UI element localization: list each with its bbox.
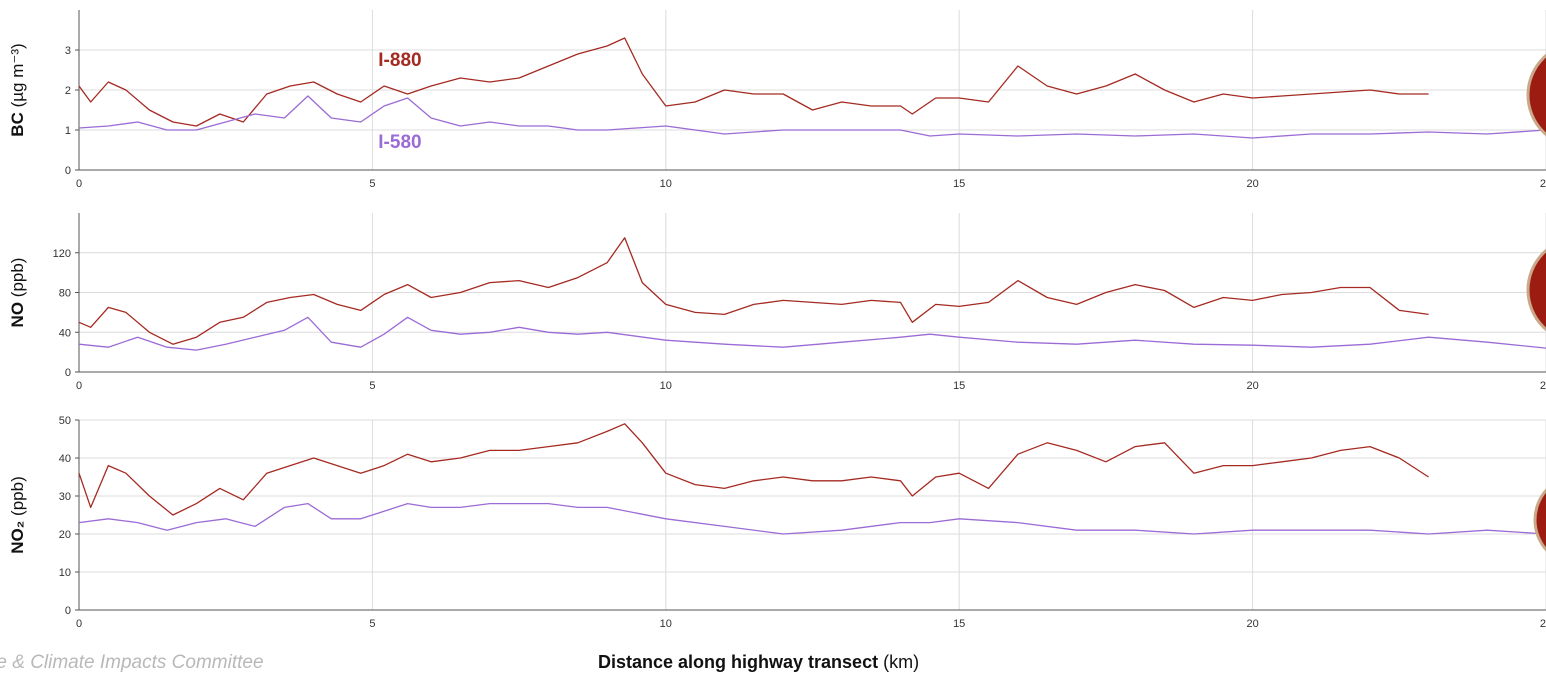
y-tick-label: 10 (59, 567, 71, 579)
y-axis-title: NO (ppb) (8, 258, 27, 328)
series-annotation: I-580 (378, 132, 421, 153)
x-tick-label: 15 (953, 380, 965, 392)
y-axis-title-main: BC (8, 107, 27, 136)
x-tick-label: 25 (1540, 618, 1546, 630)
series-line-i-580 (78, 316, 1546, 351)
x-tick-label: 10 (660, 618, 672, 630)
y-axis-title-unit: (µg m⁻³) (8, 43, 27, 107)
x-tick-label: 20 (1246, 380, 1258, 392)
y-tick-label: 50 (59, 415, 71, 427)
y-axis-title: NO₂ (ppb) (8, 476, 27, 553)
x-tick-label: 15 (953, 618, 965, 630)
series-annotation: I-880 (378, 50, 421, 71)
y-tick-label: 1 (65, 125, 71, 137)
x-axis-title-unit: (km) (883, 652, 920, 672)
x-tick-label: 25 (1540, 178, 1546, 190)
series-line-i-880 (78, 237, 1429, 345)
y-tick-label: 3 (65, 45, 71, 57)
series-line-i-580 (78, 502, 1546, 535)
edge-badge-circle (1526, 248, 1546, 332)
y-tick-label: 20 (59, 529, 71, 541)
x-tick-label: 25 (1540, 380, 1546, 392)
series-line-i-580 (78, 95, 1546, 139)
y-tick-label: 80 (59, 288, 71, 300)
y-tick-label: 30 (59, 491, 71, 503)
y-tick-label: 2 (65, 85, 71, 97)
y-axis-title-main: NO₂ (8, 516, 27, 554)
x-axis-title: Distance along highway transect (km) (598, 652, 919, 673)
x-tick-label: 20 (1246, 618, 1258, 630)
x-axis-title-bold: Distance along highway transect (598, 652, 879, 672)
x-tick-label: 5 (369, 178, 375, 190)
y-axis-title-unit: (ppb) (8, 258, 27, 298)
y-axis-title: BC (µg m⁻³) (8, 43, 27, 136)
panel-1: 0 1 2 3 0 5 10 15 20 25 I-880 I-580 BC (µg m⁻³) (8, 10, 1546, 190)
y-tick-label: 0 (65, 165, 71, 177)
series-line-i-880 (78, 37, 1429, 127)
panel-3: 0 10 20 30 40 50 0 5 10 15 20 25 NO₂ (ppb) (8, 415, 1546, 630)
edge-badge-circle (1533, 488, 1546, 552)
x-tick-label: 20 (1246, 178, 1258, 190)
y-axis-title-unit: (ppb) (8, 476, 27, 516)
x-tick-label: 10 (660, 380, 672, 392)
source-caption: urce & Climate Impacts Committee (0, 652, 264, 673)
y-tick-label: 0 (65, 605, 71, 617)
x-tick-label: 0 (76, 178, 82, 190)
x-tick-label: 15 (953, 178, 965, 190)
x-tick-label: 0 (76, 380, 82, 392)
y-tick-label: 120 (53, 248, 71, 260)
x-tick-label: 5 (369, 380, 375, 392)
x-tick-label: 5 (369, 618, 375, 630)
panel-2: 0 40 80 120 0 5 10 15 20 25 NO (ppb) (8, 213, 1546, 392)
y-tick-label: 40 (59, 327, 71, 339)
y-tick-label: 40 (59, 453, 71, 465)
y-tick-label: 0 (65, 367, 71, 379)
x-tick-label: 10 (660, 178, 672, 190)
y-axis-title-main: NO (8, 297, 27, 327)
edge-badge-circle (1526, 53, 1546, 137)
x-tick-label: 0 (76, 618, 82, 630)
series-line-i-880 (78, 423, 1429, 516)
